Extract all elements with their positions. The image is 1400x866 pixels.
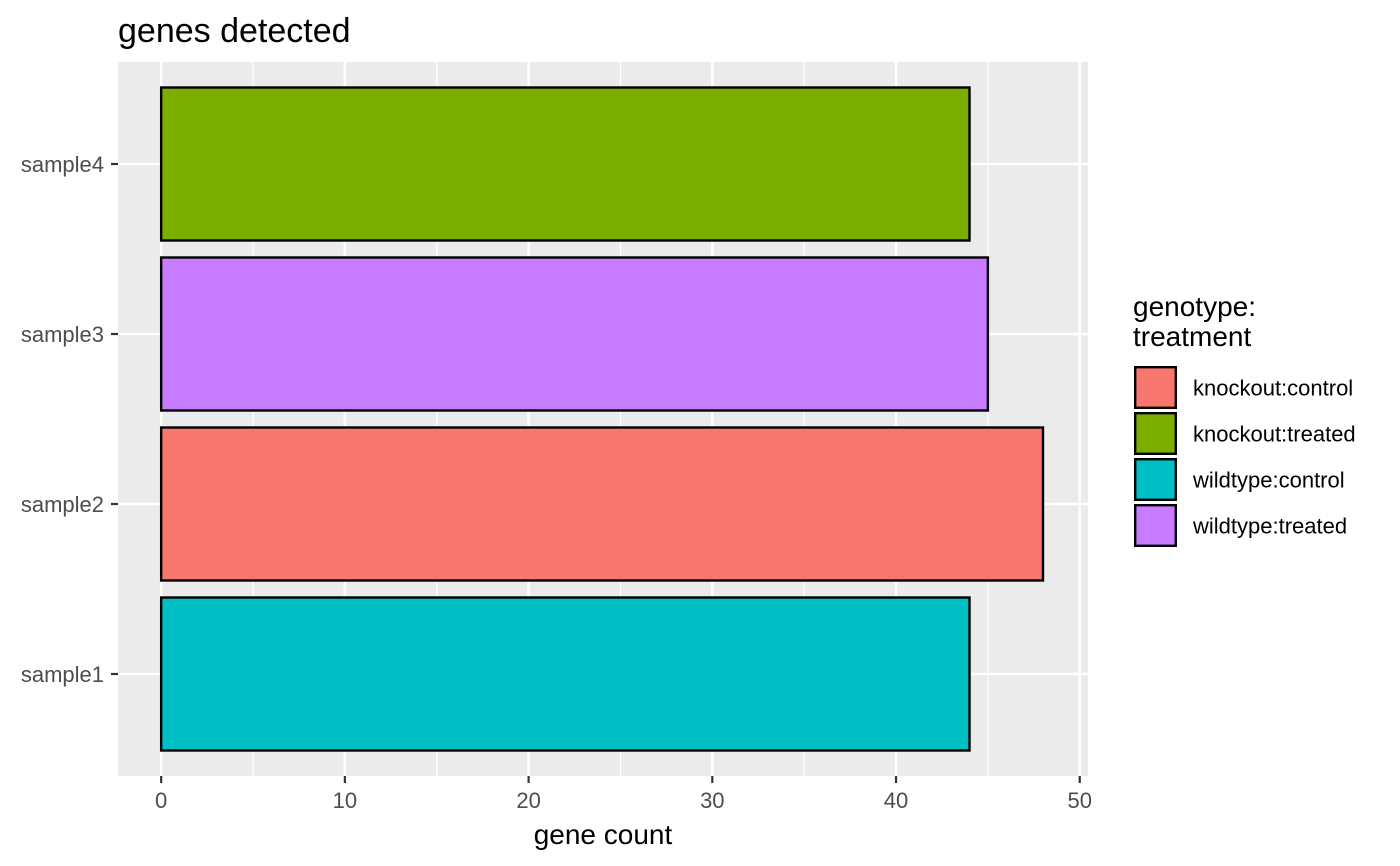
legend: genotype: treatment knockout:controlknoc…: [1133, 291, 1356, 548]
x-tick-label: 10: [333, 788, 357, 813]
legend-label: knockout:treated: [1193, 422, 1356, 447]
legend-swatch: [1133, 504, 1177, 548]
legend-swatch: [1133, 458, 1177, 502]
legend-label: wildtype:treated: [1192, 514, 1347, 539]
y-tick-label: sample3: [21, 322, 104, 347]
y-tick-label: sample1: [21, 662, 104, 687]
x-tick-label: 40: [884, 788, 908, 813]
chart-title: genes detected: [118, 12, 351, 50]
y-axis: sample1 sample2 sample3 sample4: [21, 152, 118, 687]
legend-items: knockout:control knockout:treated wildtype…: [1133, 366, 1356, 548]
y-tick-label: sample4: [21, 152, 104, 177]
bar-sample1: [159, 596, 971, 752]
x-tick-label: 30: [700, 788, 724, 813]
legend-label: knockout:control: [1193, 376, 1353, 401]
legend-title-line-1: genotype:: [1133, 291, 1256, 322]
y-tick-label: sample2: [21, 492, 104, 517]
x-axis: 0 10 20 30 40 50: [155, 776, 1092, 813]
x-axis-title: gene count: [534, 819, 673, 850]
x-tick-label: 50: [1067, 788, 1091, 813]
bar-sample4: [159, 86, 971, 242]
x-tick-label: 0: [155, 788, 167, 813]
legend-label: wildtype:control: [1192, 468, 1345, 493]
x-tick-label: 20: [516, 788, 540, 813]
legend-title-line-2: treatment: [1133, 321, 1251, 352]
bars: [159, 86, 1045, 752]
legend-swatch: [1133, 412, 1177, 456]
bar-sample2: [159, 426, 1045, 582]
legend-swatch: [1133, 366, 1177, 410]
bar-sample3: [159, 256, 990, 412]
